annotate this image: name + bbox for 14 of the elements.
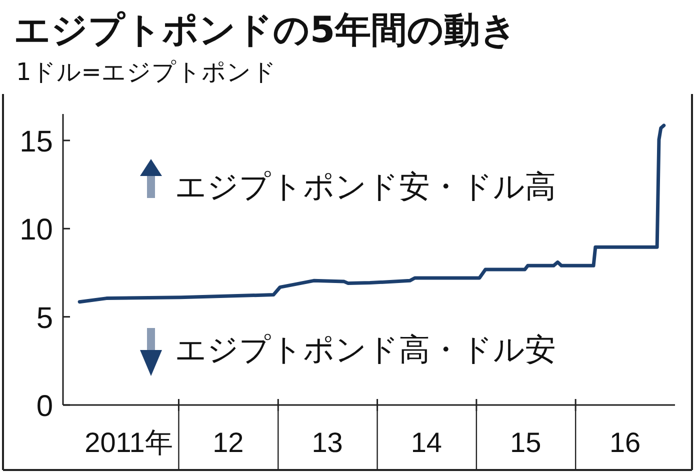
annotation: エジプトポンド安・ドル高 [175, 169, 556, 205]
annotation: エジプトポンド高・ドル安 [175, 332, 556, 368]
x-tick-label: 14 [410, 427, 442, 458]
chart-subtitle: 1ドル=エジプトポンド [16, 58, 276, 86]
y-tick-label: 15 [20, 125, 53, 158]
x-tick-label: 12 [212, 427, 244, 458]
y-tick-label: 10 [20, 214, 53, 247]
x-tick-label: 16 [609, 427, 641, 458]
chart-title: エジプトポンドの5年間の動き [14, 10, 518, 51]
x-tick-label: 13 [312, 427, 343, 458]
x-tick-label: 2011年 [84, 427, 173, 458]
y-tick-label: 5 [36, 302, 53, 335]
y-tick-label: 0 [36, 390, 53, 423]
x-tick-label: 15 [510, 427, 542, 458]
